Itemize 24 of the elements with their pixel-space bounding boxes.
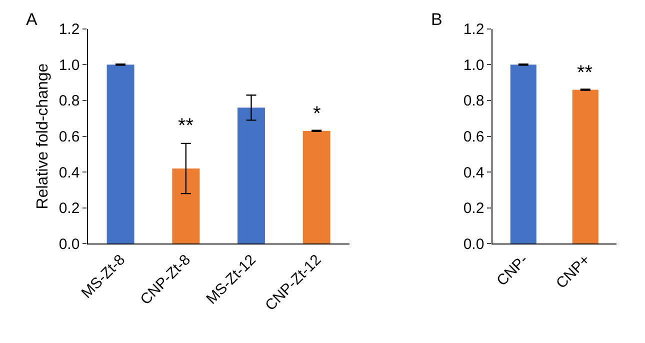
annotation: **: [178, 115, 194, 137]
y-tick-label: 0.0: [58, 236, 80, 253]
bar: [302, 130, 330, 244]
y-tick-label: 0.4: [463, 164, 484, 182]
y-tick-label: 1.0: [58, 56, 80, 74]
y-tick-label: 1.2: [463, 21, 484, 38]
y-tick-label: 0.6: [463, 128, 484, 146]
y-tick-label: 0.8: [58, 92, 80, 110]
annotation: **: [577, 62, 593, 84]
y-tick-label: 0.4: [58, 164, 80, 182]
bar: [106, 64, 134, 244]
y-tick-label: 1.0: [463, 56, 484, 74]
y-tick-label: 0.2: [463, 200, 484, 218]
y-tick-label: 0.6: [58, 128, 80, 146]
y-tick-label: 0.0: [463, 236, 484, 253]
y-tick-label: 0.2: [58, 200, 80, 218]
annotation: *: [313, 103, 321, 125]
bar: [238, 108, 265, 244]
y-tick-label: 0.8: [463, 92, 484, 110]
y-axis-title: Relative fold-change: [34, 63, 52, 210]
bar: [172, 168, 200, 244]
chart-title: B: [431, 10, 442, 29]
y-tick-label: 1.2: [58, 21, 80, 38]
chart-title: A: [26, 10, 38, 29]
